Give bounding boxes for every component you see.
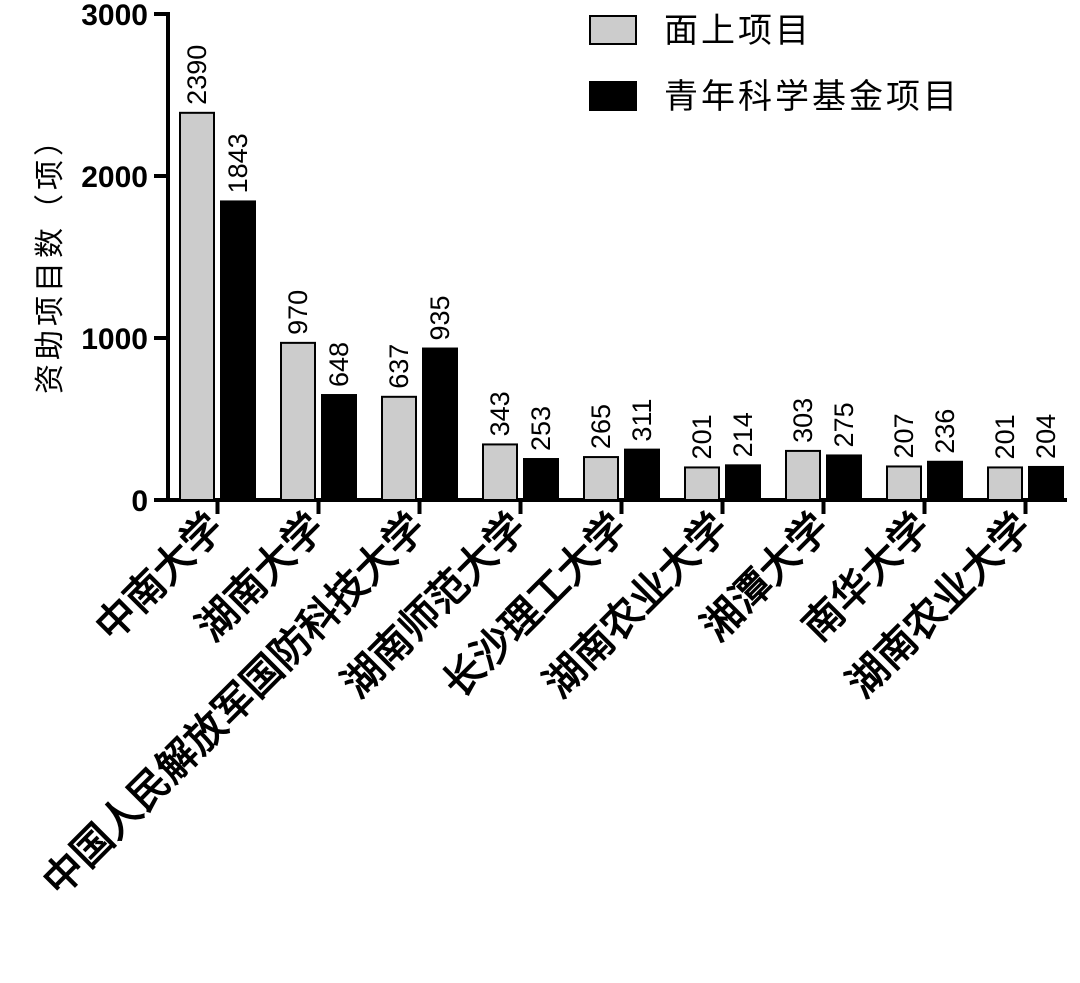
data-label: 204 (1031, 414, 1061, 459)
bar-youth (220, 200, 256, 502)
y-tick-label: 2000 (81, 161, 148, 194)
data-label: 2390 (182, 45, 212, 105)
data-label: 343 (485, 391, 515, 436)
legend-label: 面上项目 (664, 11, 812, 51)
data-label: 648 (324, 342, 354, 387)
data-labels: 2390 1843 970 648 637 935 343 253 265 311 201 214 30… (182, 45, 1061, 460)
data-label: 275 (829, 402, 859, 447)
legend-swatch (589, 15, 637, 45)
data-label: 1843 (223, 133, 253, 193)
bar-general (280, 341, 316, 501)
data-label: 303 (788, 398, 818, 443)
bar-general (684, 466, 720, 501)
bar-general (583, 456, 619, 502)
legend-label: 青年科学基金项目 (664, 77, 960, 117)
category-label: 中国人民解放军国防科技大学 (34, 505, 434, 905)
data-label: 201 (990, 414, 1020, 459)
category-labels: 中南大学湖南大学中国人民解放军国防科技大学湖南师范大学长沙理工大学湖南农业大学湘… (34, 505, 1040, 905)
data-label: 214 (728, 412, 758, 457)
data-label: 970 (283, 290, 313, 335)
bar-youth (523, 458, 559, 502)
bar-youth (1028, 465, 1064, 501)
data-label: 311 (627, 399, 657, 442)
bar-youth (321, 394, 357, 501)
data-label: 253 (526, 406, 556, 451)
data-label: 201 (687, 414, 717, 459)
data-label: 265 (586, 404, 616, 449)
data-label: 935 (425, 295, 455, 340)
bar-general (987, 466, 1023, 501)
bar-youth (422, 347, 458, 501)
bar-general (785, 449, 821, 501)
y-tick-label: 1000 (81, 323, 148, 356)
legend-swatch (589, 81, 637, 111)
bar-youth (927, 460, 963, 502)
data-label: 637 (384, 344, 414, 389)
y-axis: 0 1000 2000 3000 (81, 0, 170, 518)
bar-general (179, 111, 215, 501)
y-tick-label: 3000 (81, 0, 148, 32)
bar-youth (624, 448, 660, 502)
bar-general (482, 443, 518, 501)
bar-general (886, 465, 922, 502)
bar-youth (725, 464, 761, 501)
y-axis-title: 资助项目数（项） (33, 122, 68, 394)
bar-general (381, 395, 417, 501)
data-label: 207 (889, 413, 919, 458)
y-tick-label: 0 (131, 485, 148, 518)
bar-youth (826, 454, 862, 502)
bars (179, 111, 1064, 502)
data-label: 236 (930, 409, 960, 454)
